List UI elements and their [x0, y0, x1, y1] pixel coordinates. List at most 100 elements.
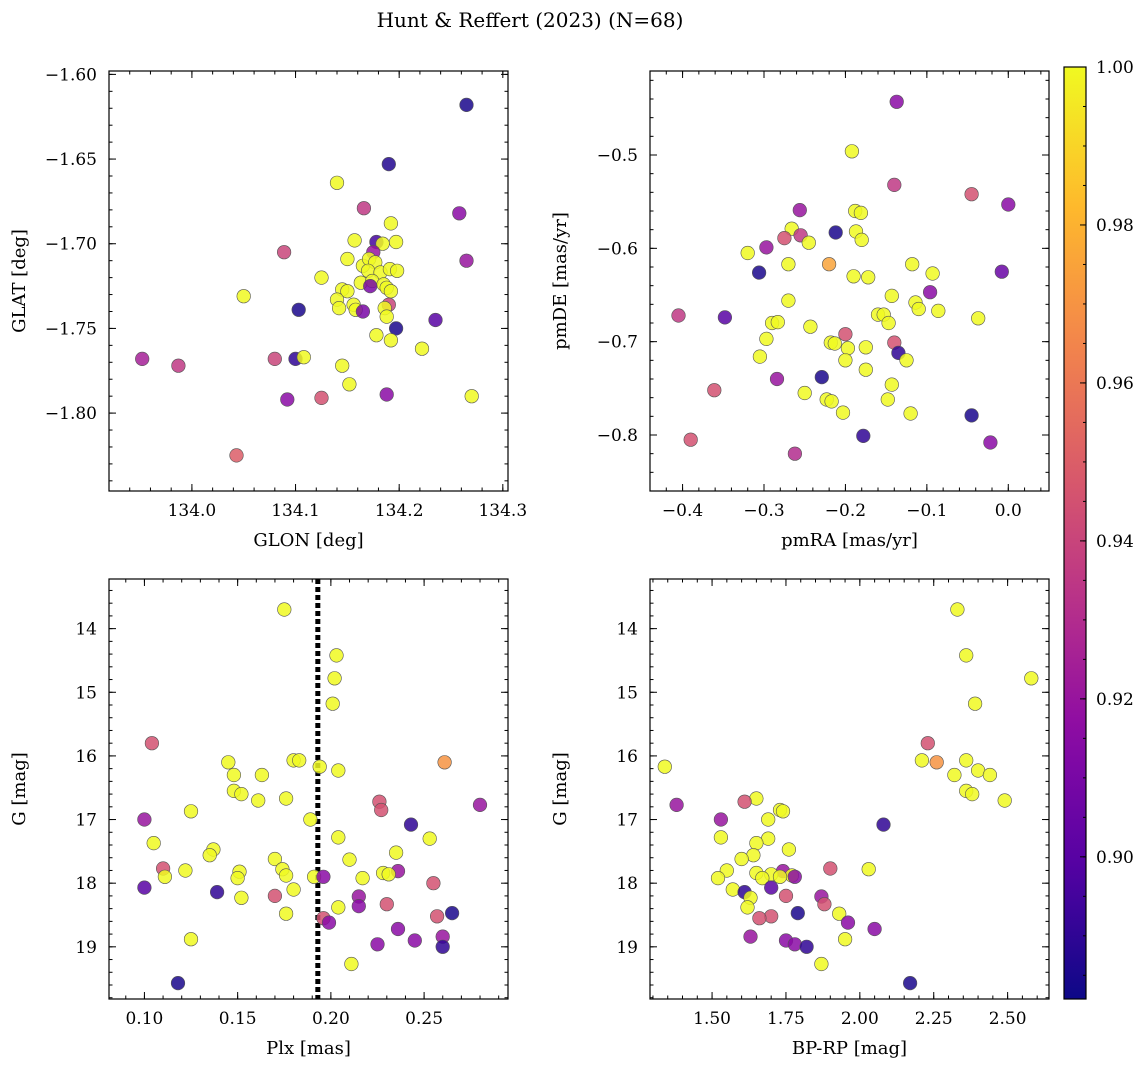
- colorbar-tick-label: 0.98: [1096, 216, 1134, 236]
- scatter-point: [858, 362, 873, 377]
- x-tick-label: 0.0: [995, 501, 1022, 521]
- scatter-point: [887, 177, 902, 192]
- scatter-point: [472, 797, 488, 813]
- scatter-point: [801, 235, 816, 250]
- scatter-point: [291, 302, 306, 317]
- scatter-point: [749, 835, 764, 851]
- y-tick-label: 17: [616, 811, 638, 831]
- scatter-point: [764, 909, 779, 924]
- scatter-point: [982, 767, 998, 783]
- scatter-point: [764, 880, 779, 895]
- scatter-point: [381, 157, 396, 172]
- scatter-point: [837, 932, 853, 947]
- figure-title: Hunt & Reffert (2023) (N=68): [377, 8, 684, 32]
- scatter-point: [379, 897, 394, 912]
- scatter-point: [947, 767, 962, 783]
- y-tick-label: 16: [75, 747, 97, 767]
- scatter-point: [202, 848, 217, 863]
- scatter-point: [234, 890, 249, 905]
- scatter-point: [331, 763, 346, 778]
- scatter-point: [430, 909, 445, 924]
- axes-frame: [108, 578, 509, 1000]
- scatter-point: [803, 319, 818, 334]
- scatter-point: [210, 884, 225, 900]
- scatter-point: [743, 929, 758, 944]
- scatter-point: [950, 602, 965, 617]
- scatter-point: [827, 336, 842, 351]
- y-tick-label: −1.70: [45, 235, 97, 255]
- scatter-point: [279, 791, 294, 806]
- scatter-point: [221, 755, 236, 770]
- colorbar-gradient: [1064, 67, 1086, 999]
- scatter-point: [236, 289, 251, 304]
- scatter-point: [814, 370, 829, 385]
- scatter-point: [853, 205, 869, 220]
- scatter-point: [234, 786, 249, 802]
- scatter-point: [832, 906, 847, 921]
- colorbar: 0.90 0.92 0.94 0.96 0.98 1.00: [1063, 58, 1134, 1000]
- panel-3: 0.10 0.15 0.20 0.25 14 15 16 17 18 19 Plx [mas] G […: [9, 578, 509, 1059]
- scatter-point: [929, 755, 944, 770]
- y-tick-label: 17: [75, 811, 97, 831]
- scatter-point: [226, 767, 241, 783]
- scatter-point: [971, 311, 986, 326]
- scatter-point: [157, 869, 172, 884]
- scatter-point: [746, 848, 761, 863]
- colorbar-tick-label: 1.00: [1096, 58, 1134, 78]
- scatter-point: [959, 753, 974, 768]
- colorbar-tick-label: 0.96: [1096, 374, 1134, 394]
- scatter-point: [389, 321, 404, 336]
- scatter-point: [414, 341, 430, 356]
- scatter-point: [335, 358, 350, 373]
- x-tick-label: −0.2: [825, 501, 866, 521]
- scatter-point: [303, 812, 318, 827]
- axes-frame: [108, 70, 509, 492]
- scatter-point: [459, 253, 474, 268]
- scatter-point: [407, 933, 422, 948]
- scatter-point: [331, 830, 346, 845]
- scatter-point: [370, 937, 385, 952]
- scatter-point: [379, 309, 394, 324]
- scatter-point: [740, 245, 755, 261]
- x-axis-label: Plx [mas]: [266, 1038, 351, 1059]
- scatter-point: [428, 312, 443, 328]
- scatter-point: [435, 939, 450, 954]
- scatter-point: [389, 845, 404, 860]
- scatter-point: [772, 869, 788, 884]
- scatter-point: [759, 331, 774, 347]
- x-tick-label: 134.3: [478, 501, 527, 521]
- scatter-point: [445, 905, 460, 921]
- scatter-point: [902, 975, 918, 991]
- y-tick-label: −0.7: [597, 333, 638, 353]
- axes-frame: [649, 70, 1050, 492]
- x-axis-label: GLON [deg]: [253, 530, 363, 551]
- scatter-point: [787, 869, 802, 884]
- x-tick-label: 0.25: [405, 1009, 443, 1029]
- scatter-point: [840, 915, 856, 930]
- scatter-point: [374, 802, 389, 818]
- scatter-point: [183, 932, 199, 947]
- scatter-point: [1024, 671, 1039, 686]
- panel-2: −0.4 −0.3 −0.2 −0.1 0.0 −0.8 −0.7 −0.6 −0.5 pmRA …: [550, 70, 1050, 551]
- scatter-point: [903, 406, 918, 421]
- y-tick-label: 18: [75, 874, 97, 894]
- x-axis-label: pmRA [mas/yr]: [781, 530, 918, 551]
- scatter-point: [814, 956, 829, 972]
- scatter-point: [279, 906, 294, 921]
- scatter-point: [922, 285, 938, 300]
- scatter-point: [787, 937, 802, 952]
- scatter-point: [799, 939, 814, 954]
- scatter-point: [778, 888, 794, 904]
- scatter-point: [880, 392, 895, 407]
- x-axis-label: BP-RP [mag]: [792, 1038, 907, 1059]
- scatter-point: [856, 428, 871, 444]
- scatter-point: [769, 371, 785, 387]
- scatter-point: [817, 897, 832, 912]
- scatter-point: [838, 327, 853, 342]
- scatter-point: [267, 351, 282, 367]
- y-axis-label: G [mag]: [550, 752, 571, 825]
- scatter-point: [389, 234, 404, 250]
- scatter-point: [710, 870, 726, 886]
- scatter-point: [997, 793, 1012, 808]
- scatter-point: [770, 315, 785, 330]
